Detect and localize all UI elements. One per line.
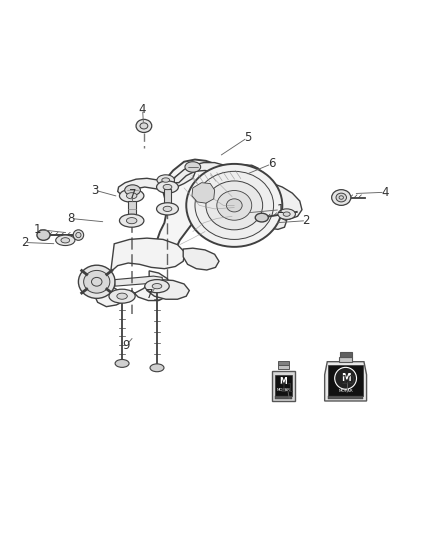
- Polygon shape: [146, 280, 189, 299]
- Text: M: M: [341, 373, 350, 383]
- Ellipse shape: [136, 119, 152, 133]
- Ellipse shape: [117, 293, 127, 299]
- Polygon shape: [339, 352, 352, 357]
- Text: 10: 10: [340, 374, 355, 386]
- Text: 3: 3: [91, 183, 98, 197]
- Polygon shape: [174, 163, 262, 184]
- Ellipse shape: [120, 189, 144, 203]
- Text: MOPAR: MOPAR: [338, 390, 353, 393]
- Polygon shape: [279, 361, 289, 365]
- Ellipse shape: [152, 284, 162, 289]
- Text: 2: 2: [303, 214, 310, 227]
- Ellipse shape: [195, 171, 274, 239]
- Ellipse shape: [226, 199, 242, 212]
- Ellipse shape: [217, 190, 252, 220]
- Text: M: M: [280, 377, 287, 386]
- Polygon shape: [128, 201, 136, 220]
- Polygon shape: [256, 207, 287, 229]
- Text: 4: 4: [139, 103, 146, 116]
- Text: MOPAR: MOPAR: [277, 388, 290, 392]
- Polygon shape: [183, 248, 219, 270]
- Ellipse shape: [115, 359, 129, 367]
- Polygon shape: [192, 183, 215, 203]
- Ellipse shape: [206, 181, 263, 230]
- Text: 2: 2: [21, 236, 28, 249]
- Ellipse shape: [163, 206, 172, 212]
- Text: 1: 1: [34, 223, 42, 236]
- Polygon shape: [164, 189, 171, 207]
- Ellipse shape: [140, 123, 148, 129]
- Polygon shape: [237, 183, 302, 220]
- Ellipse shape: [84, 270, 110, 293]
- Polygon shape: [328, 395, 363, 399]
- Ellipse shape: [185, 161, 201, 172]
- Ellipse shape: [56, 235, 75, 246]
- Text: 7: 7: [146, 288, 154, 301]
- Polygon shape: [339, 357, 352, 362]
- Polygon shape: [275, 375, 292, 395]
- Polygon shape: [325, 362, 367, 401]
- Ellipse shape: [127, 217, 137, 224]
- Text: 4: 4: [381, 186, 389, 199]
- Text: 6: 6: [268, 157, 275, 171]
- Ellipse shape: [336, 193, 346, 202]
- Ellipse shape: [163, 184, 172, 190]
- Polygon shape: [115, 276, 162, 286]
- Text: 1: 1: [276, 203, 284, 216]
- Ellipse shape: [125, 185, 141, 195]
- Text: 5: 5: [244, 131, 251, 144]
- Ellipse shape: [109, 289, 135, 303]
- Circle shape: [76, 232, 81, 238]
- Text: 11: 11: [280, 382, 295, 395]
- Ellipse shape: [278, 209, 295, 220]
- Ellipse shape: [78, 265, 115, 298]
- Polygon shape: [118, 169, 195, 195]
- Ellipse shape: [92, 277, 102, 286]
- Text: 9: 9: [123, 338, 130, 352]
- Text: 8: 8: [67, 212, 74, 225]
- Polygon shape: [272, 372, 295, 401]
- Ellipse shape: [37, 230, 50, 240]
- Ellipse shape: [61, 238, 70, 243]
- Polygon shape: [275, 395, 292, 399]
- Ellipse shape: [255, 213, 268, 222]
- Ellipse shape: [150, 364, 164, 372]
- Ellipse shape: [120, 214, 144, 227]
- Text: 7: 7: [129, 188, 136, 201]
- Ellipse shape: [339, 196, 343, 199]
- Polygon shape: [155, 159, 283, 258]
- Ellipse shape: [156, 181, 178, 193]
- Polygon shape: [328, 365, 363, 395]
- Ellipse shape: [332, 190, 351, 205]
- Ellipse shape: [156, 203, 178, 215]
- Circle shape: [335, 367, 357, 389]
- Ellipse shape: [157, 175, 174, 185]
- Ellipse shape: [186, 164, 283, 247]
- Ellipse shape: [162, 178, 170, 182]
- Polygon shape: [278, 365, 289, 369]
- Ellipse shape: [127, 193, 137, 199]
- Polygon shape: [93, 238, 185, 306]
- Ellipse shape: [283, 212, 290, 216]
- Ellipse shape: [145, 280, 169, 293]
- Circle shape: [73, 230, 84, 240]
